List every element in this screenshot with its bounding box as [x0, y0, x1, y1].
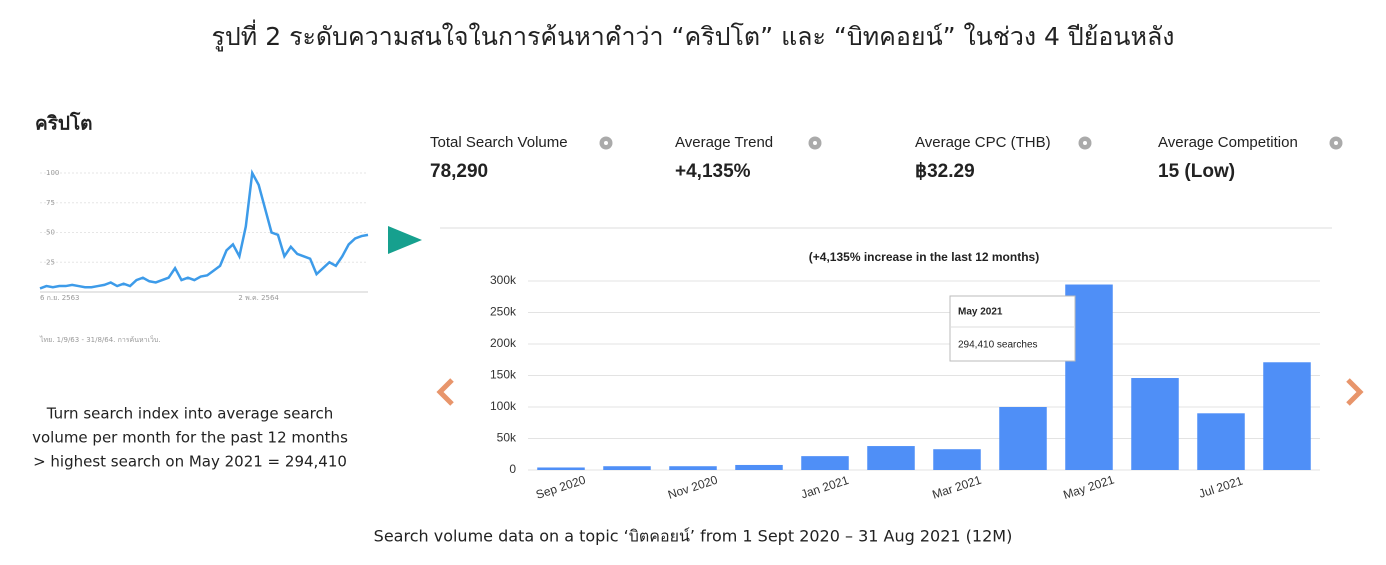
prev-button[interactable]: [436, 378, 454, 406]
stat-value: ฿32.29: [915, 161, 975, 182]
y-tick-label: 25: [46, 258, 55, 266]
trend-line: [39, 168, 369, 290]
y-tick-label: 200k: [490, 336, 517, 350]
y-tick-label: 100: [46, 169, 59, 177]
y-tick-label: 100k: [490, 399, 517, 413]
bar: [735, 464, 783, 470]
tooltip: May 2021 294,410 searches: [949, 295, 1076, 362]
x-tick-label: Mar 2021: [930, 473, 983, 502]
stat-value: 15 (Low): [1158, 161, 1235, 182]
next-button[interactable]: [1346, 378, 1364, 406]
x-tick-label: 2 พ.ค. 2564: [238, 294, 279, 302]
x-tick-label: Sep 2020: [534, 473, 588, 502]
caption: Search volume data on a topic ‘บิตคอยน์’…: [374, 527, 1013, 546]
panel-heading: คริปโต: [35, 112, 93, 135]
arrow: [388, 226, 422, 254]
bar: [999, 407, 1047, 470]
x-tick-label: Jan 2021: [799, 473, 851, 502]
description-line: Turn search index into average search: [46, 405, 333, 423]
bar: [867, 446, 915, 470]
stat-label: Total Search Volume: [430, 134, 568, 151]
bar: [537, 467, 585, 470]
y-tick-label: 50: [46, 229, 55, 237]
stat-label: Average Competition: [1158, 134, 1298, 151]
help-icon-dot: [813, 141, 817, 145]
chart-subtitle: (+4,135% increase in the last 12 months): [809, 250, 1039, 264]
bar: [1263, 362, 1311, 470]
bar: [1197, 413, 1245, 470]
stat-label: Average Trend: [675, 134, 773, 151]
y-tick-label: 0: [509, 462, 516, 476]
help-icon-dot: [1083, 141, 1087, 145]
y-tick-label: 250k: [490, 305, 517, 319]
stat-label: Average CPC (THB): [915, 134, 1051, 151]
bar: [933, 449, 981, 470]
stat-value: +4,135%: [675, 161, 751, 182]
tooltip-title: May 2021: [958, 307, 1003, 318]
tooltip-box: [949, 295, 1076, 362]
y-tick-label: 300k: [490, 273, 517, 287]
y-tick-label: 150k: [490, 368, 517, 382]
stat-value: 78,290: [430, 161, 488, 182]
x-tick-label: Jul 2021: [1197, 473, 1245, 500]
x-tick-label: Nov 2020: [666, 473, 719, 502]
x-tick-label: May 2021: [1062, 472, 1117, 502]
x-tick-label: 6 ก.ย. 2563: [40, 294, 80, 302]
description-line: volume per month for the past 12 months: [32, 429, 348, 447]
figure-title: รูปที่ 2 ระดับความสนใจในการค้นหาคำว่า “ค…: [212, 19, 1175, 52]
y-tick-label: 50k: [497, 431, 517, 445]
y-tick-label: 75: [46, 199, 55, 207]
panel-note: ไทย. 1/9/63 - 31/8/64. การค้นหาเว็บ.: [39, 335, 161, 344]
help-icon-dot: [604, 141, 608, 145]
bar: [1131, 378, 1179, 470]
bar: [603, 466, 651, 470]
tooltip-text: 294,410 searches: [958, 340, 1038, 351]
description-line: > highest search on May 2021 = 294,410: [33, 453, 347, 471]
bar: [669, 466, 717, 470]
bar: [801, 456, 849, 470]
help-icon-dot: [1334, 141, 1338, 145]
